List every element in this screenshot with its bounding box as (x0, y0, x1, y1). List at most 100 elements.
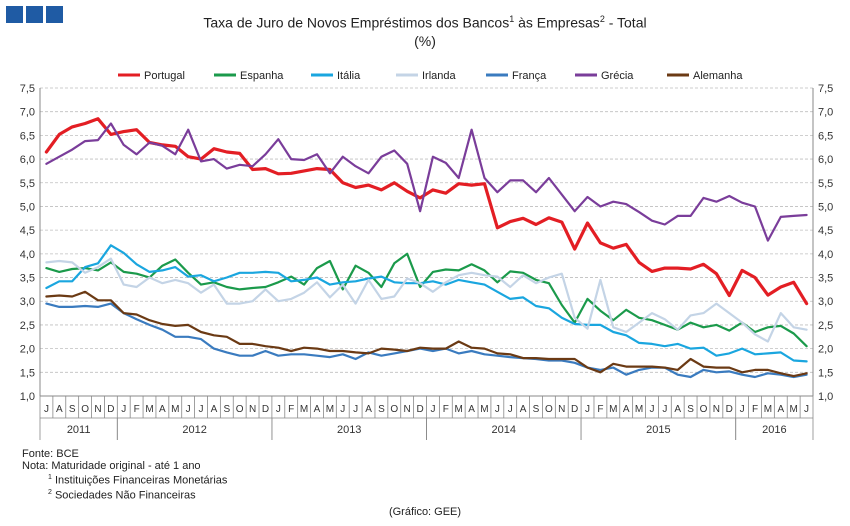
source-note: Fonte: BCE (22, 448, 79, 460)
x-month-label: O (545, 404, 553, 415)
x-month-label: M (635, 404, 643, 415)
legend-label: Itália (337, 70, 361, 82)
y-tick-label-left: 5,0 (20, 201, 35, 213)
x-month-label: J (662, 404, 667, 415)
footnote-1-text: Instituições Financeiras Monetárias (51, 474, 228, 487)
footnote-2-marker: 2 (48, 488, 52, 496)
chart-notes: Fonte: BCE Nota: Maturidade original - a… (22, 448, 227, 501)
chart-title: Taxa de Juro de Novos Empréstimos dos Ba… (0, 10, 850, 50)
x-month-label: O (700, 404, 708, 415)
y-tick-label-right: 3,0 (818, 296, 833, 308)
title-main: Taxa de Juro de Novos Empréstimos dos Ba… (203, 14, 510, 31)
y-tick-label-right: 5,5 (818, 178, 833, 190)
y-tick-label-right: 7,0 (818, 107, 833, 119)
title-sup2: 2 (599, 14, 605, 24)
legend-label: Espanha (240, 70, 284, 82)
y-tick-label-left: 3,5 (20, 273, 35, 285)
title-sup1: 1 (509, 14, 515, 24)
legend-label: Grécia (601, 70, 634, 82)
x-month-label: A (520, 404, 527, 415)
y-tick-label-left: 3,0 (20, 296, 35, 308)
x-month-label: N (94, 404, 101, 415)
footnote-1-marker: 1 (48, 474, 52, 481)
x-month-label: F (134, 404, 140, 415)
x-year-label: 2014 (492, 424, 516, 436)
x-month-label: M (300, 404, 308, 415)
x-year-label: 2013 (337, 424, 361, 436)
x-month-label: S (687, 404, 694, 415)
y-tick-label-right: 3,5 (818, 273, 833, 285)
y-tick-label-right: 4,0 (818, 249, 833, 261)
x-month-label: M (790, 404, 798, 415)
x-month-label: J (740, 404, 745, 415)
series-line-alemanha (45, 290, 808, 378)
series-line-portugal (44, 117, 809, 306)
series-line-itália (45, 244, 808, 363)
x-month-label: S (533, 404, 540, 415)
logo-square-1 (6, 6, 23, 23)
x-month-label: A (468, 404, 475, 415)
x-month-label: O (236, 404, 244, 415)
title-tail: - Total (604, 14, 647, 31)
series-line-irlanda (45, 257, 808, 343)
x-month-label: N (404, 404, 411, 415)
footnote-1: 1 Instituições Financeiras Monetárias (22, 472, 227, 487)
x-month-label: J (430, 404, 435, 415)
x-month-label: M (609, 404, 617, 415)
x-month-label: M (171, 404, 179, 415)
chart-credit: (Gráfico: GEE) (388, 506, 462, 518)
x-month-label: A (365, 404, 372, 415)
y-tick-label-left: 1,5 (20, 367, 35, 379)
x-month-label: M (145, 404, 153, 415)
y-tick-label-left: 1,0 (20, 391, 35, 403)
x-month-label: J (44, 404, 49, 415)
x-month-label: D (416, 404, 423, 415)
y-tick-label-right: 1,5 (818, 367, 833, 379)
x-month-label: A (56, 404, 63, 415)
x-month-label: M (326, 404, 334, 415)
x-month-label: J (804, 404, 809, 415)
y-tick-label-left: 7,0 (20, 107, 35, 119)
footnote-2-text: Sociedades Não Financeiras (51, 489, 196, 502)
y-tick-label-right: 5,0 (818, 201, 833, 213)
x-month-label: D (726, 404, 733, 415)
y-tick-label-left: 6,5 (20, 130, 35, 142)
y-tick-label-right: 7,5 (818, 83, 833, 95)
y-tick-label-left: 2,0 (20, 344, 35, 356)
y-tick-label-left: 6,0 (20, 154, 35, 166)
x-month-label: A (777, 404, 784, 415)
title-line: Taxa de Juro de Novos Empréstimos dos Ba… (0, 10, 850, 32)
x-month-label: J (121, 404, 126, 415)
x-month-label: D (107, 404, 114, 415)
x-month-label: A (314, 404, 321, 415)
x-year-label: 2012 (182, 424, 206, 436)
x-month-label: F (443, 404, 449, 415)
x-month-label: N (713, 404, 720, 415)
x-month-label: J (508, 404, 513, 415)
x-month-label: A (674, 404, 681, 415)
x-year-label: 2016 (762, 424, 786, 436)
y-tick-label-right: 2,0 (818, 344, 833, 356)
x-month-label: J (199, 404, 204, 415)
legend-label: Alemanha (693, 70, 743, 82)
x-month-label: S (223, 404, 230, 415)
legend-label: Portugal (144, 70, 185, 82)
logo-square-2 (26, 6, 43, 23)
y-tick-label-right: 1,0 (818, 391, 833, 403)
x-month-label: F (288, 404, 294, 415)
series-line-grécia (45, 122, 808, 242)
x-month-label: A (159, 404, 166, 415)
x-month-label: M (455, 404, 463, 415)
y-tick-label-left: 5,5 (20, 178, 35, 190)
x-month-label: J (649, 404, 654, 415)
x-month-label: S (378, 404, 385, 415)
y-tick-label-right: 6,0 (818, 154, 833, 166)
x-month-label: J (186, 404, 191, 415)
y-tick-label-right: 2,5 (818, 320, 833, 332)
logo-square-3 (46, 6, 63, 23)
x-month-label: D (262, 404, 269, 415)
x-month-label: J (340, 404, 345, 415)
legend-label: Irlanda (422, 70, 457, 82)
x-month-label: O (390, 404, 398, 415)
